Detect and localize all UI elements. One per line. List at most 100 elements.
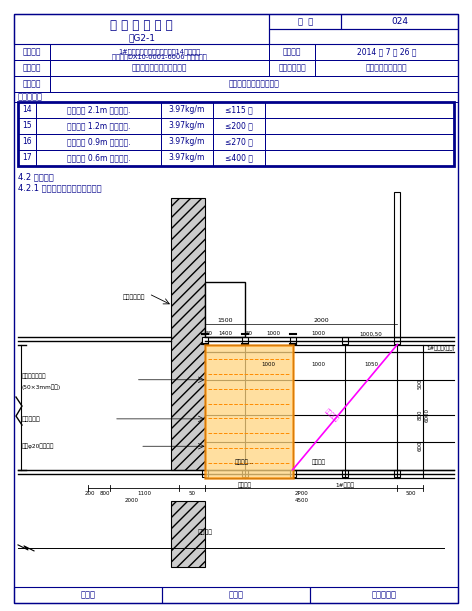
Bar xyxy=(50,76,458,92)
Bar xyxy=(213,102,265,118)
Text: 800: 800 xyxy=(417,410,422,420)
Text: ≤200 根: ≤200 根 xyxy=(225,122,253,131)
Text: 1#工字钢(主梁): 1#工字钢(主梁) xyxy=(427,346,455,351)
Bar xyxy=(270,29,458,44)
Bar xyxy=(18,102,454,118)
Text: 1#住宅楼（含住宅西商房）等14项（大兴: 1#住宅楼（含住宅西商房）等14项（大兴 xyxy=(118,49,201,56)
Text: 50: 50 xyxy=(245,331,252,337)
Text: 施工单位: 施工单位 xyxy=(23,64,41,73)
Bar xyxy=(14,60,50,76)
Text: 悬挑式卸料平台制作: 悬挑式卸料平台制作 xyxy=(366,64,407,73)
Text: 1050: 1050 xyxy=(364,362,378,367)
Bar xyxy=(205,345,293,478)
Text: 50: 50 xyxy=(206,331,213,337)
Bar xyxy=(242,470,248,477)
Text: 17: 17 xyxy=(22,153,32,163)
Text: 交底人: 交底人 xyxy=(228,590,244,599)
Text: 底工字钢: 底工字钢 xyxy=(238,483,252,488)
Text: 元坯φ20圆化钢筋: 元坯φ20圆化钢筋 xyxy=(22,444,54,449)
Text: ≤115 根: ≤115 根 xyxy=(225,106,253,114)
Bar xyxy=(50,44,270,60)
Text: 工程名称: 工程名称 xyxy=(23,48,41,56)
Text: 交底内容：: 交底内容： xyxy=(18,92,43,101)
Text: 单次堆放 1.2m 额定净荷.: 单次堆放 1.2m 额定净荷. xyxy=(67,122,130,131)
Text: 3.97kg/m: 3.97kg/m xyxy=(169,137,205,147)
Bar xyxy=(213,134,265,150)
Bar xyxy=(14,76,50,92)
Bar xyxy=(315,60,458,76)
Text: 500: 500 xyxy=(417,378,422,389)
Text: 2P00: 2P00 xyxy=(295,491,308,496)
Text: 1000,50: 1000,50 xyxy=(360,331,382,337)
Bar xyxy=(18,150,454,166)
Text: 1400: 1400 xyxy=(218,331,232,337)
Bar xyxy=(36,118,161,134)
Text: 塑料脚手板: 塑料脚手板 xyxy=(22,416,41,422)
Bar xyxy=(170,198,205,470)
Bar xyxy=(170,501,205,568)
Text: 悬挑式卸料平台制作安装: 悬挑式卸料平台制作安装 xyxy=(228,79,279,89)
Bar xyxy=(14,92,458,102)
Bar xyxy=(202,337,209,344)
Text: 1#工字钢: 1#工字钢 xyxy=(336,483,354,488)
Bar xyxy=(310,587,458,603)
Text: 表G2-1: 表G2-1 xyxy=(128,33,155,42)
Bar xyxy=(14,44,50,60)
Bar xyxy=(50,60,270,76)
Bar xyxy=(342,470,348,477)
Bar xyxy=(265,134,454,150)
Text: 2000: 2000 xyxy=(124,498,138,503)
Text: 接受交底人: 接受交底人 xyxy=(371,590,396,599)
Text: 分项工程名称: 分项工程名称 xyxy=(278,64,306,73)
Text: 防护栏杆基支管: 防护栏杆基支管 xyxy=(22,373,47,379)
Text: 14: 14 xyxy=(22,106,32,114)
Bar xyxy=(242,337,248,344)
Bar xyxy=(161,150,213,166)
Text: 3.97kg/m: 3.97kg/m xyxy=(169,106,205,114)
Bar xyxy=(270,44,315,60)
Text: ≤400 根: ≤400 根 xyxy=(225,153,253,163)
Bar xyxy=(213,150,265,166)
Bar xyxy=(394,470,400,477)
Text: 1500: 1500 xyxy=(217,318,233,323)
Bar xyxy=(18,102,454,166)
Bar xyxy=(213,118,265,134)
Text: 楼板防护外架: 楼板防护外架 xyxy=(123,295,145,301)
Bar xyxy=(161,118,213,134)
Text: 编  号: 编 号 xyxy=(297,17,313,26)
Text: 2000: 2000 xyxy=(313,318,329,323)
Text: (50×3mm方管): (50×3mm方管) xyxy=(22,385,61,390)
Bar xyxy=(394,337,400,344)
Bar xyxy=(341,14,458,29)
Bar xyxy=(394,192,400,337)
Bar xyxy=(202,470,209,477)
Text: 北京建工集团有限责任公司: 北京建工集团有限责任公司 xyxy=(132,64,187,73)
Bar xyxy=(342,337,348,344)
Text: 2014 年 7 月 26 日: 2014 年 7 月 26 日 xyxy=(357,48,416,56)
Bar xyxy=(18,134,454,150)
Bar xyxy=(290,470,295,477)
Bar xyxy=(162,587,310,603)
Text: 4.2.1 悬挑式卸料平台平面布置图: 4.2.1 悬挑式卸料平台平面布置图 xyxy=(18,183,101,192)
Text: 1000: 1000 xyxy=(267,331,281,337)
Bar xyxy=(14,587,162,603)
Bar xyxy=(18,134,36,150)
Bar xyxy=(265,118,454,134)
Text: 500: 500 xyxy=(405,491,416,496)
Text: 200: 200 xyxy=(84,491,95,496)
Text: 锚固接件: 锚固接件 xyxy=(198,530,213,535)
Text: 800: 800 xyxy=(100,491,110,496)
Text: 4.2 设计图纸: 4.2 设计图纸 xyxy=(18,172,54,181)
Bar xyxy=(18,102,36,118)
Text: 1000: 1000 xyxy=(261,362,276,367)
Text: 交底日期: 交底日期 xyxy=(283,48,302,56)
Text: 50: 50 xyxy=(189,491,196,496)
Bar xyxy=(265,150,454,166)
Bar xyxy=(36,134,161,150)
Bar xyxy=(18,118,454,134)
Text: 4500: 4500 xyxy=(295,498,308,503)
Bar xyxy=(315,44,458,60)
Text: 区共青城DX10-0001-6006 组装项目）: 区共青城DX10-0001-6006 组装项目） xyxy=(112,54,207,60)
Text: ≤270 根: ≤270 根 xyxy=(225,137,253,147)
Bar xyxy=(290,337,295,344)
